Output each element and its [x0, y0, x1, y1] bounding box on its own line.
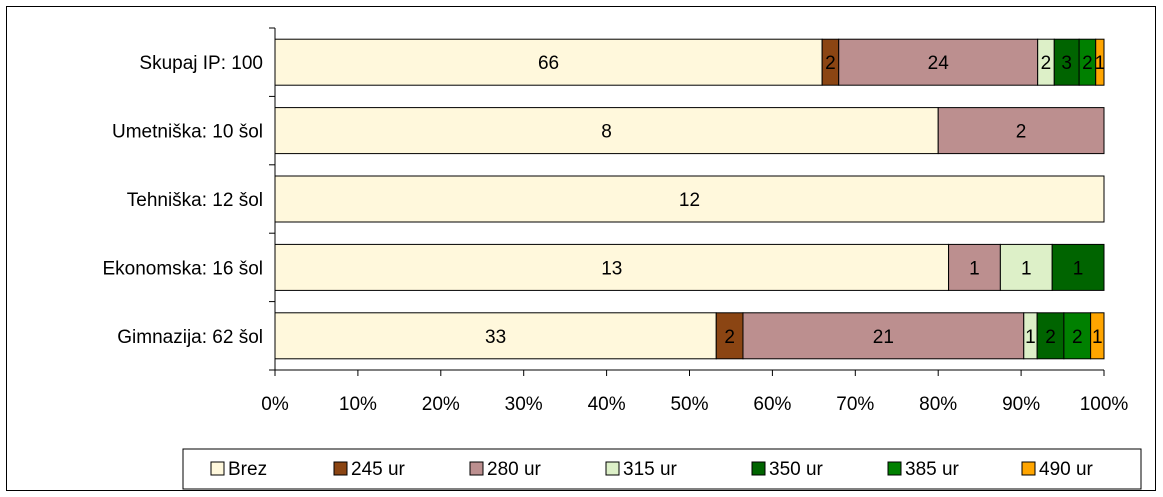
- x-tick-label: 20%: [422, 394, 460, 415]
- legend-label: 350 ur: [769, 459, 824, 480]
- data-label: 2: [1016, 122, 1027, 143]
- bar-segment: [937, 107, 1105, 155]
- legend-swatch: [887, 461, 902, 476]
- bar-segment: [274, 243, 950, 291]
- data-label: 1: [1021, 258, 1032, 279]
- bar-segment: [1063, 312, 1092, 360]
- bar-segment: [1095, 38, 1105, 86]
- data-label: 2: [1045, 327, 1056, 348]
- x-tick-label: 100%: [1080, 394, 1129, 415]
- bar-segment: [274, 175, 1105, 223]
- bar-segment: [999, 243, 1053, 291]
- legend-label: 315 ur: [623, 459, 678, 480]
- x-tick-label: 0%: [261, 394, 289, 415]
- data-label: 33: [485, 327, 506, 348]
- bar-segment: [1036, 312, 1065, 360]
- bar-segment: [1053, 38, 1080, 86]
- legend-swatch: [751, 461, 766, 476]
- category-label: Skupaj IP: 100: [139, 53, 263, 74]
- data-label: 2: [1072, 327, 1083, 348]
- data-label: 1: [1073, 258, 1084, 279]
- data-label: 2: [724, 327, 735, 348]
- data-label: 1: [969, 258, 980, 279]
- data-label: 8: [601, 122, 612, 143]
- x-tick-label: 40%: [588, 394, 626, 415]
- x-tick-label: 70%: [836, 394, 874, 415]
- data-label: 2: [825, 53, 836, 74]
- data-label: 3: [1061, 53, 1072, 74]
- category-label: Ekonomska: 16 šol: [102, 258, 263, 279]
- legend-label: 245 ur: [351, 459, 406, 480]
- x-tick-label: 90%: [1002, 394, 1040, 415]
- legend-swatch: [333, 461, 348, 476]
- data-label: 1: [1095, 53, 1106, 74]
- category-label: Tehniška: 12 šol: [127, 190, 263, 211]
- x-tick-label: 30%: [505, 394, 543, 415]
- data-label: 66: [538, 53, 559, 74]
- data-label: 24: [928, 53, 950, 74]
- data-label: 2: [1082, 53, 1093, 74]
- bar-segment: [715, 312, 744, 360]
- legend-label: Brez: [228, 459, 267, 480]
- data-label: 1: [1092, 327, 1103, 348]
- bar-segment: [1090, 312, 1105, 360]
- bar-segment: [742, 312, 1025, 360]
- bar-segment: [274, 312, 717, 360]
- data-label: 12: [679, 190, 700, 211]
- legend-swatch: [605, 461, 620, 476]
- category-label: Gimnazija: 62 šol: [117, 327, 263, 348]
- data-label: 1: [1025, 327, 1036, 348]
- x-tick-label: 80%: [919, 394, 957, 415]
- x-tick-label: 60%: [753, 394, 791, 415]
- legend-label: 490 ur: [1039, 459, 1094, 480]
- x-tick-label: 10%: [339, 394, 377, 415]
- x-tick-label: 50%: [670, 394, 708, 415]
- data-label: 21: [873, 327, 894, 348]
- legend-label: 385 ur: [905, 459, 960, 480]
- legend-label: 280 ur: [487, 459, 542, 480]
- data-label: 13: [601, 258, 622, 279]
- category-label: Umetniška: 10 šol: [112, 122, 263, 143]
- data-label: 2: [1041, 53, 1052, 74]
- bar-segment: [1051, 243, 1105, 291]
- legend-swatch: [469, 461, 484, 476]
- bar-segment: [274, 38, 823, 86]
- legend-swatch: [210, 461, 225, 476]
- bar-segment: [838, 38, 1039, 86]
- legend-swatch: [1021, 461, 1036, 476]
- bar-segment: [948, 243, 1001, 291]
